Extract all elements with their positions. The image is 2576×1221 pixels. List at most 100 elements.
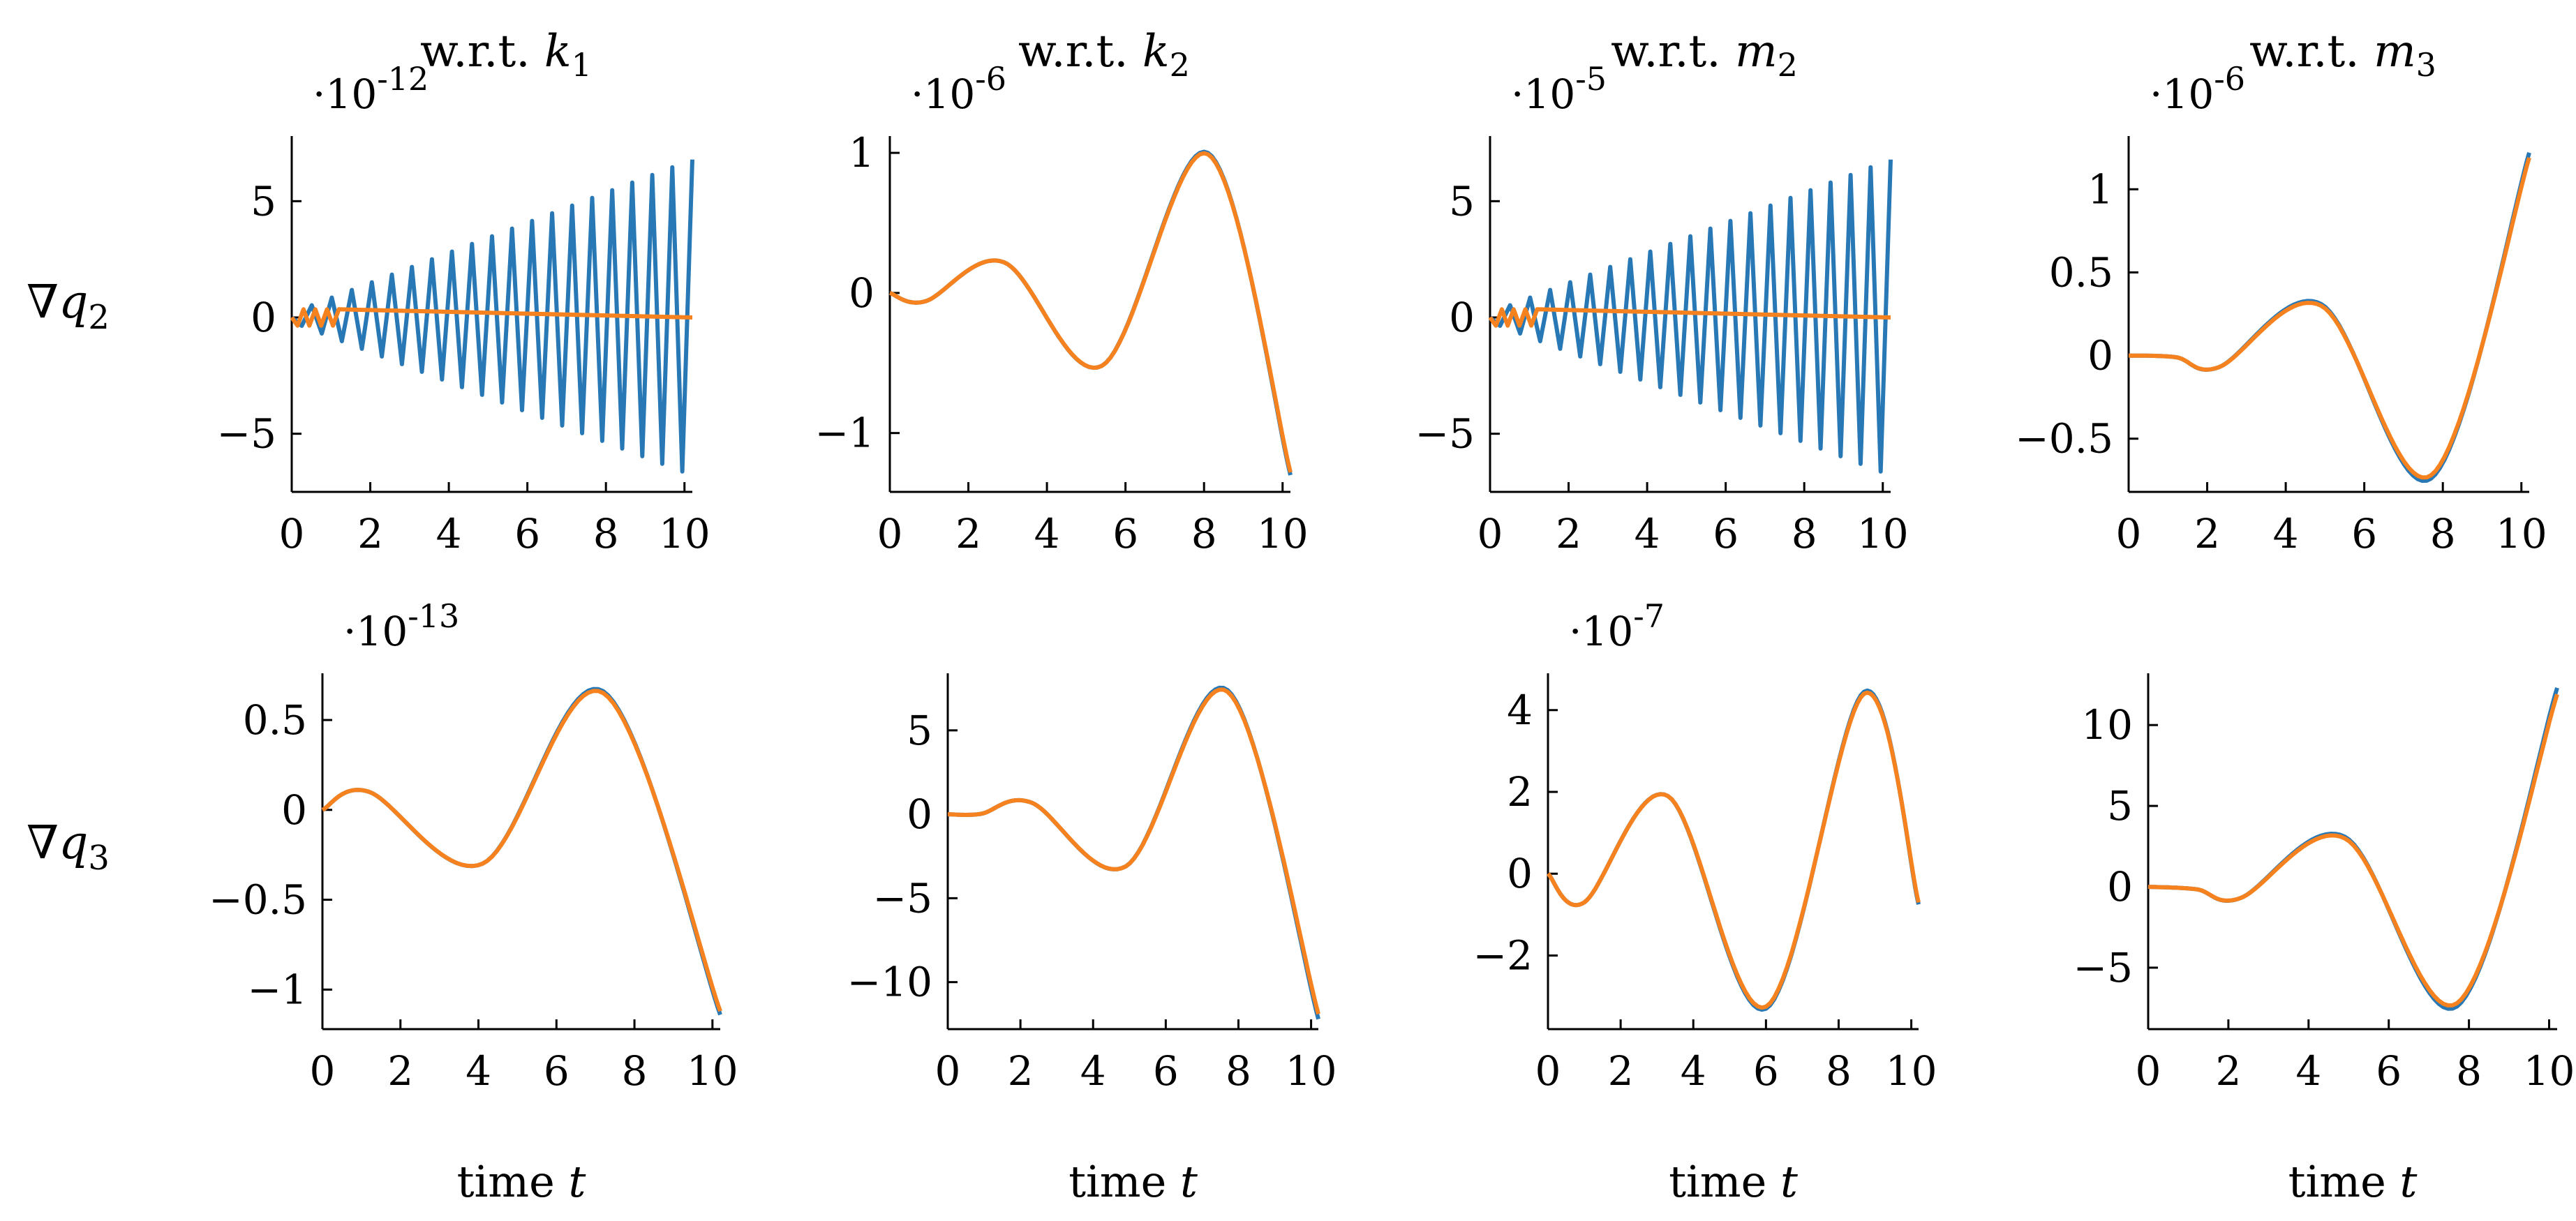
y-tick-label: 0.5 [2049, 248, 2113, 296]
y-tick-label: 0.5 [243, 696, 307, 744]
x-tick-label: 10 [2496, 510, 2547, 557]
x-tick-label: 4 [1080, 1047, 1106, 1095]
y-tick-label: −0.5 [2015, 415, 2113, 463]
row-label-2: ∇q3 [27, 816, 110, 878]
series-line-orange [321, 689, 722, 1012]
scale-exponent-label: ·10-6 [911, 60, 1006, 118]
scale-exponent-label: ·10-12 [313, 60, 429, 118]
scale-exponent-label: ·10-7 [1569, 597, 1665, 655]
y-tick-label: −5 [873, 874, 933, 922]
row-label-1: ∇q2 [27, 275, 110, 337]
y-tick-label: −1 [248, 966, 308, 1013]
series-line-blue [946, 685, 1320, 1020]
x-tick-label: 2 [357, 510, 383, 557]
x-tick-label: 4 [1681, 1047, 1706, 1095]
x-tick-label: 2 [955, 510, 981, 557]
series-line-orange [2147, 694, 2559, 1007]
x-tick-label: 4 [1034, 510, 1060, 557]
x-tick-label: 8 [1826, 1047, 1852, 1095]
x-tick-label: 10 [1257, 510, 1309, 557]
x-tick-label: 4 [2295, 1047, 2321, 1095]
y-tick-label: −2 [1473, 931, 1533, 979]
subplot-r2-c4: 0 2 4 6 8 10 −5 0 5 10 time t [2074, 673, 2575, 1207]
x-tick-label: 0 [2136, 1047, 2161, 1095]
y-tick-label: 4 [1507, 687, 1533, 734]
x-tick-label: 2 [1608, 1047, 1634, 1095]
x-tick-label: 2 [387, 1047, 413, 1095]
y-tick-label: −10 [847, 959, 932, 1006]
x-tick-label: 0 [2116, 510, 2142, 557]
y-tick-label: 2 [1507, 768, 1533, 816]
y-tick-label: 0 [2107, 863, 2133, 911]
x-axis-label: time t [1669, 1156, 1798, 1207]
x-tick-label: 8 [593, 510, 619, 557]
x-tick-label: 0 [1477, 510, 1503, 557]
subplot-r1-c4: 0 2 4 6 8 10−0.500.51·10-6 [2015, 60, 2547, 557]
y-tick-label: 10 [2081, 701, 2133, 749]
x-tick-label: 10 [2524, 1047, 2575, 1095]
subplot-grid: 0 2 4 6 8 10−505·10-120 2 4 6 8 10−101·10-60 2 4 6 8 10… [209, 60, 2575, 1207]
y-tick-label: 1 [2087, 165, 2113, 213]
column-title-4: w.r.t. m3 [2249, 26, 2436, 84]
subplot-r2-c1: 0 2 4 6 8 10 −1 −0.5 0 0.5 ·10-13 time t [209, 597, 738, 1207]
x-tick-label: 8 [622, 1047, 648, 1095]
x-tick-label: 0 [279, 510, 305, 557]
x-tick-label: 6 [2351, 510, 2377, 557]
series-line-orange [2127, 157, 2531, 480]
series-line-blue [321, 687, 722, 1016]
x-tick-label: 8 [2456, 1047, 2482, 1095]
x-tick-label: 2 [2194, 510, 2220, 557]
x-tick-label: 10 [659, 510, 710, 557]
x-tick-label: 10 [1886, 1047, 1937, 1095]
x-tick-label: 0 [935, 1047, 961, 1095]
row-labels: ∇q2 ∇q3 [27, 275, 110, 878]
y-tick-label: 0 [1507, 850, 1533, 897]
x-tick-label: 2 [1008, 1047, 1034, 1095]
x-tick-label: 2 [2215, 1047, 2241, 1095]
series-line-blue [290, 159, 694, 474]
series-line-blue [2127, 151, 2531, 484]
y-tick-label: 0 [2087, 332, 2113, 380]
column-title-3: w.r.t. m2 [1611, 26, 1798, 84]
column-title-2: w.r.t. k2 [1018, 26, 1190, 84]
x-tick-label: 4 [466, 1047, 491, 1095]
series-line-orange [290, 307, 693, 328]
scale-exponent-label: ·10-6 [2150, 60, 2245, 118]
x-tick-label: 2 [1556, 510, 1581, 557]
y-tick-label: 0 [281, 786, 307, 834]
x-tick-label: 6 [1112, 510, 1138, 557]
subplot-r1-c1: 0 2 4 6 8 10 −5 0 5 ·10-12 [217, 60, 710, 557]
y-tick-label: −0.5 [209, 876, 307, 924]
series-line-orange [888, 151, 1293, 473]
x-axis-label: time t [1069, 1156, 1198, 1207]
x-tick-label: 10 [1286, 1047, 1337, 1095]
x-tick-label: 4 [2273, 510, 2299, 557]
y-tick-label: 0 [849, 269, 874, 317]
y-tick-label: −5 [1415, 410, 1475, 458]
y-tick-label: −1 [815, 410, 875, 457]
series-line-blue [2147, 687, 2559, 1011]
x-tick-label: 6 [1753, 1047, 1779, 1095]
scale-exponent-label: ·10-5 [1511, 60, 1607, 118]
x-tick-label: 8 [1226, 1047, 1251, 1095]
x-tick-label: 0 [310, 1047, 336, 1095]
subplot-r1-c2: 0 2 4 6 8 10 −1 0 1 ·10-6 [815, 60, 1309, 557]
y-tick-label: 0 [251, 294, 276, 341]
x-tick-label: 4 [436, 510, 462, 557]
y-tick-label: −5 [2074, 944, 2134, 991]
y-tick-label: 5 [1449, 177, 1475, 225]
y-tick-label: 5 [2107, 782, 2133, 830]
x-tick-label: 6 [1713, 510, 1739, 557]
column-titles: w.r.t. k1 w.r.t. k2 w.r.t. m2 w.r.t. m3 [420, 26, 2436, 84]
x-axis-label: time t [2288, 1156, 2418, 1207]
x-tick-label: 6 [544, 1047, 569, 1095]
x-axis-label: time t [457, 1156, 586, 1207]
x-tick-label: 10 [1857, 510, 1909, 557]
series-line-orange [1488, 307, 1891, 328]
y-tick-label: 5 [251, 177, 276, 225]
x-tick-label: 8 [1191, 510, 1217, 557]
series-line-blue [1489, 159, 1893, 474]
